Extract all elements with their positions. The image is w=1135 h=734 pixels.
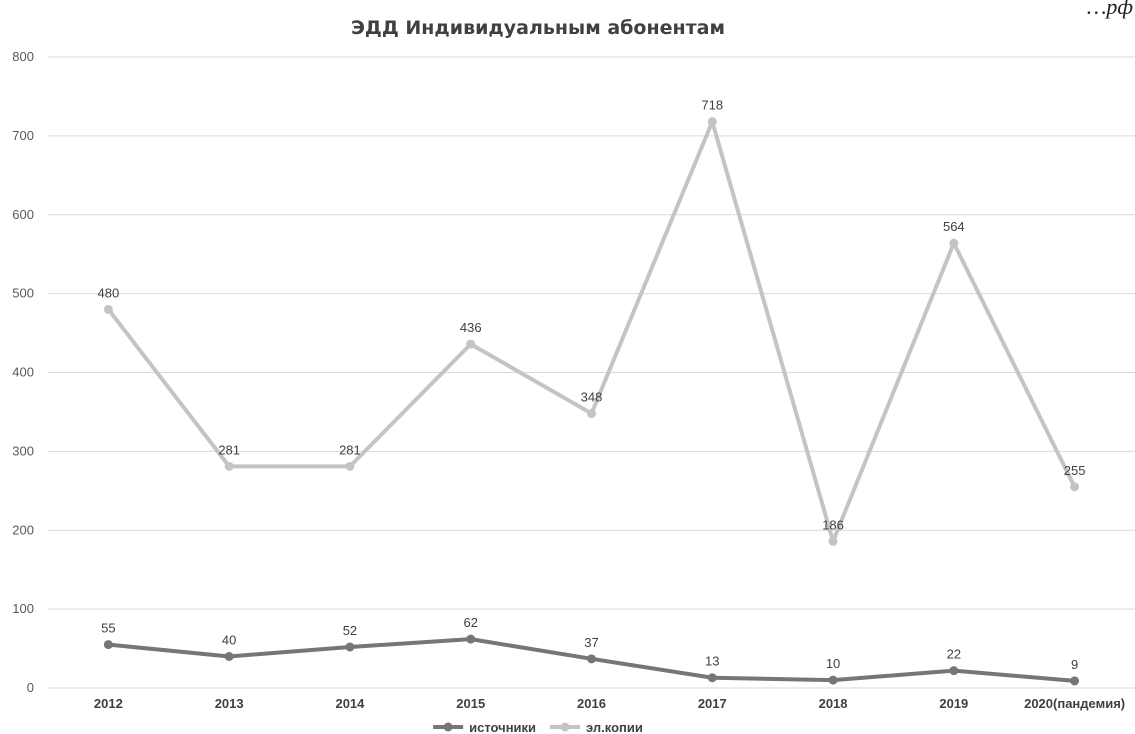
data-point <box>949 238 959 248</box>
data-point <box>707 673 717 683</box>
series-sources: 55 40 52 62 37 13 10 22 9 <box>101 615 1080 686</box>
data-point <box>587 654 596 664</box>
data-label: 52 <box>343 623 357 638</box>
data-point <box>103 304 113 314</box>
legend-label: эл.копии <box>586 720 643 734</box>
data-label: 40 <box>222 632 236 647</box>
series-line <box>106 119 1077 544</box>
data-label: 718 <box>701 98 723 113</box>
data-point <box>345 642 355 652</box>
legend: источники эл.копии <box>433 720 643 734</box>
data-label: 564 <box>943 219 965 234</box>
x-tick-label: 2017 <box>698 696 727 711</box>
y-tick-label: 500 <box>12 286 34 301</box>
data-label: 62 <box>463 615 477 630</box>
data-point <box>466 634 476 644</box>
y-tick-label: 300 <box>12 443 34 458</box>
data-label: 10 <box>826 656 840 671</box>
legend-item: источники <box>433 720 536 734</box>
data-label: 186 <box>822 517 844 532</box>
data-point <box>1070 482 1080 492</box>
x-tick-label: 2012 <box>94 696 123 711</box>
data-label: 22 <box>947 647 961 662</box>
y-tick-label: 100 <box>12 601 34 616</box>
data-label: 436 <box>460 320 482 335</box>
data-point <box>345 461 355 471</box>
data-point <box>587 409 596 419</box>
data-label: 255 <box>1064 463 1086 478</box>
legend-key-marker <box>443 722 453 732</box>
x-tick-label: 2020(пандемия) <box>1024 696 1125 711</box>
x-tick-label: 2013 <box>215 696 244 711</box>
data-label: 281 <box>218 442 240 457</box>
data-point <box>103 640 113 650</box>
y-tick-label: 400 <box>12 365 34 380</box>
data-label: 348 <box>581 390 603 405</box>
data-point <box>1070 676 1080 686</box>
series-ecopies: 480 281 281 436 348 718 186 564 255 <box>98 98 1086 546</box>
chart-title: ЭДД Индивидуальным абонентам <box>351 17 725 39</box>
y-tick-label: 800 <box>12 49 34 64</box>
y-tick-label: 0 <box>27 680 34 695</box>
legend-item: эл.копии <box>550 720 643 734</box>
gridlines <box>48 56 1135 689</box>
x-tick-label: 2014 <box>335 696 365 711</box>
x-axis-ticks: 2012 2013 2014 2015 2016 2017 2018 2019 2020(пан… <box>94 696 1125 711</box>
y-tick-label: 200 <box>12 522 34 537</box>
x-tick-label: 2019 <box>939 696 968 711</box>
data-label: 13 <box>705 654 719 669</box>
y-tick-label: 600 <box>12 207 34 222</box>
data-point <box>224 651 234 661</box>
x-tick-label: 2018 <box>819 696 848 711</box>
corner-text: …рф <box>1087 0 1134 19</box>
data-point <box>224 461 234 471</box>
legend-key-marker <box>560 722 570 732</box>
data-point <box>466 339 476 349</box>
data-point <box>828 675 838 685</box>
data-label: 480 <box>98 285 120 300</box>
y-tick-label: 700 <box>12 128 34 143</box>
data-label: 37 <box>584 635 598 650</box>
data-label: 55 <box>101 621 115 636</box>
x-tick-label: 2016 <box>577 696 606 711</box>
data-label: 9 <box>1071 657 1078 672</box>
data-label: 281 <box>339 442 361 457</box>
data-point <box>828 536 838 546</box>
y-axis-ticks: 0 100 200 300 400 500 600 700 800 <box>12 49 34 695</box>
x-tick-label: 2015 <box>456 696 485 711</box>
series-layer: 480 281 281 436 348 718 186 564 255 55 40 52 62 37 13 1… <box>98 98 1086 686</box>
data-point <box>707 117 717 127</box>
data-point <box>949 666 959 676</box>
legend-label: источники <box>469 720 536 734</box>
